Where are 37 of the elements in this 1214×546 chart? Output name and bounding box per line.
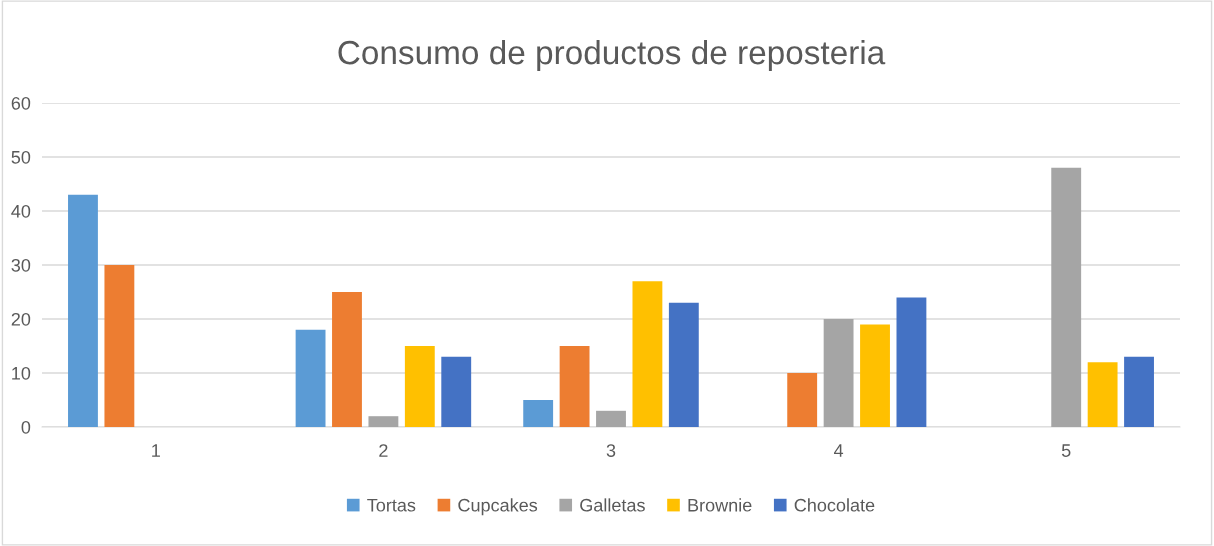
bar [823,319,854,427]
bar [404,346,435,427]
y-tick-label: 50 [11,150,31,164]
x-tick-label: 1 [152,444,160,457]
bar [332,292,362,427]
legend-label: Chocolate [794,498,875,512]
bar [559,346,590,427]
bar [668,302,699,427]
x-tick-label: 2 [379,444,388,457]
bar [368,416,399,427]
bar [523,400,554,427]
bar [896,297,927,427]
bar [632,281,663,427]
y-tick-label: 10 [12,366,31,380]
bar [1124,356,1154,427]
x-tick-label: 4 [833,444,844,457]
bar [104,265,135,427]
bar [68,194,98,427]
legend-label: Tortas [367,498,416,512]
bar [295,329,326,427]
legend-label: Cupcakes [458,498,538,516]
legend-label: Galletas [580,498,645,512]
x-tick-label: 3 [606,444,616,457]
legend-label: Brownie [688,498,752,512]
bar [787,373,818,427]
bar [1051,167,1082,427]
bar [1087,362,1118,427]
y-tick-label: 30 [11,258,31,272]
x-tick-label: 5 [1061,444,1071,457]
y-tick-label: 40 [11,204,31,218]
y-tick-label: 0 [21,420,31,434]
chart-title: Consumo de productos de reposteria [338,39,886,72]
bar [596,410,626,427]
bar [860,324,890,427]
bar [441,356,472,427]
y-tick-label: 20 [11,312,31,326]
y-tick-label: 60 [11,96,31,110]
